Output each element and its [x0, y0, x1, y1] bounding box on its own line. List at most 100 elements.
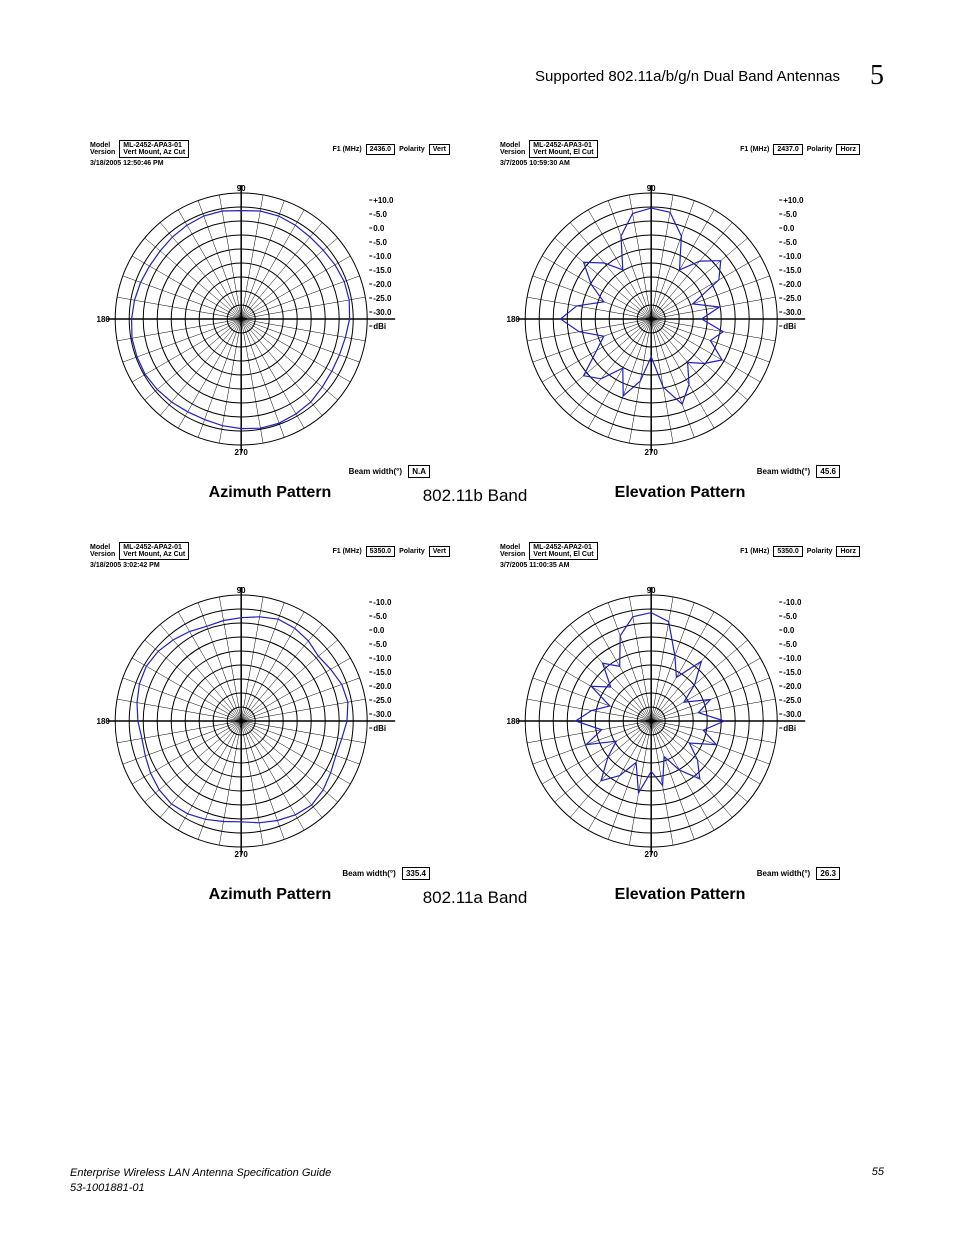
- beamwidth-label: Beam width(°): [342, 869, 395, 878]
- svg-text:270: 270: [235, 448, 249, 457]
- svg-text:0.0: 0.0: [783, 626, 795, 635]
- freq-value: 2436.0: [366, 144, 395, 155]
- svg-text:-20.0: -20.0: [783, 682, 802, 691]
- chart-elevation-11b: ModelVersion ML-2452-APA3-01 Vert Mount,…: [500, 140, 860, 502]
- svg-text:-10.0: -10.0: [373, 252, 392, 261]
- svg-text:dBi: dBi: [783, 322, 796, 331]
- svg-text:180: 180: [507, 717, 521, 726]
- polarity-label: Polarity: [807, 548, 833, 555]
- polarity-label: Polarity: [807, 146, 833, 153]
- svg-text:-5.0: -5.0: [373, 612, 387, 621]
- band-label-11a: 802.11a Band: [423, 888, 528, 908]
- polarity-value: Vert: [429, 144, 450, 155]
- svg-text:-30.0: -30.0: [373, 710, 392, 719]
- svg-text:180: 180: [507, 315, 521, 324]
- polarity-value: Vert: [429, 546, 450, 557]
- polarity-label: Polarity: [399, 146, 425, 153]
- beamwidth-value: 45.6: [816, 465, 840, 478]
- svg-text:dBi: dBi: [783, 724, 796, 733]
- polar-chart: +10.0 -5.0 0.0 -5.0 -10.0 -15.0 -20.0 -25.0 -30.…: [90, 169, 450, 469]
- polarity-label: Polarity: [399, 548, 425, 555]
- chart-azimuth-11b: ModelVersion ML-2452-APA3-01 Vert Mount,…: [90, 140, 450, 502]
- svg-text:270: 270: [645, 850, 659, 859]
- svg-text:-10.0: -10.0: [783, 654, 802, 663]
- charts-container: ModelVersion ML-2452-APA3-01 Vert Mount,…: [90, 140, 860, 944]
- beamwidth-value: 335.4: [402, 867, 430, 880]
- svg-text:-20.0: -20.0: [783, 280, 802, 289]
- svg-text:-10.0: -10.0: [373, 598, 392, 607]
- svg-text:-30.0: -30.0: [373, 308, 392, 317]
- model-label: ModelVersion: [90, 544, 115, 558]
- header-title: Supported 802.11a/b/g/n Dual Band Antenn…: [535, 68, 840, 85]
- svg-text:-5.0: -5.0: [783, 640, 797, 649]
- polar-chart: +10.0-5.00.0-5.0-10.0-15.0-20.0-25.0-30.…: [500, 169, 860, 469]
- model-value: ML-2452-APA2-01 Vert Mount, El Cut: [529, 542, 597, 560]
- svg-text:-25.0: -25.0: [373, 294, 392, 303]
- svg-text:+10.0: +10.0: [373, 196, 394, 205]
- svg-text:-5.0: -5.0: [783, 210, 797, 219]
- svg-text:90: 90: [647, 184, 656, 193]
- footer-doc-title: Enterprise Wireless LAN Antenna Specific…: [70, 1166, 331, 1180]
- svg-text:-5.0: -5.0: [373, 210, 387, 219]
- svg-text:-5.0: -5.0: [783, 612, 797, 621]
- svg-text:-30.0: -30.0: [783, 308, 802, 317]
- svg-text:-5.0: -5.0: [373, 238, 387, 247]
- band-label-11b: 802.11b Band: [423, 486, 528, 506]
- pattern-label: Azimuth Pattern: [90, 484, 450, 502]
- svg-text:-20.0: -20.0: [373, 682, 392, 691]
- page-footer: Enterprise Wireless LAN Antenna Specific…: [70, 1166, 884, 1195]
- svg-text:0.0: 0.0: [373, 224, 385, 233]
- svg-text:-25.0: -25.0: [783, 294, 802, 303]
- footer-doc-number: 53-1001881-01: [70, 1181, 331, 1195]
- meta-bar: ModelVersion ML-2452-APA3-01 Vert Mount,…: [90, 140, 450, 158]
- svg-text:0.0: 0.0: [373, 626, 385, 635]
- svg-text:-30.0: -30.0: [783, 710, 802, 719]
- model-value: ML-2452-APA3-01 Vert Mount, Az Cut: [119, 140, 189, 158]
- footer-page-number: 55: [872, 1166, 884, 1195]
- svg-text:-10.0: -10.0: [373, 654, 392, 663]
- beamwidth-label: Beam width(°): [757, 869, 810, 878]
- svg-text:-15.0: -15.0: [783, 266, 802, 275]
- chart-row-11a: ModelVersion ML-2452-APA2-01 Vert Mount,…: [90, 542, 860, 904]
- pattern-label: Azimuth Pattern: [90, 886, 450, 904]
- svg-text:-15.0: -15.0: [373, 266, 392, 275]
- svg-text:180: 180: [97, 315, 111, 324]
- svg-text:-20.0: -20.0: [373, 280, 392, 289]
- svg-text:-25.0: -25.0: [783, 696, 802, 705]
- chart-elevation-11a: ModelVersion ML-2452-APA2-01 Vert Mount,…: [500, 542, 860, 904]
- timestamp: 3/7/2005 10:59:30 AM: [500, 160, 860, 167]
- model-label: ModelVersion: [500, 544, 525, 558]
- freq-label: F1 (MHz): [332, 146, 361, 153]
- freq-value: 5350.0: [773, 546, 802, 557]
- footer-left: Enterprise Wireless LAN Antenna Specific…: [70, 1166, 331, 1195]
- meta-bar: ModelVersion ML-2452-APA2-01 Vert Mount,…: [90, 542, 450, 560]
- freq-value: 2437.0: [773, 144, 802, 155]
- freq-label: F1 (MHz): [740, 146, 769, 153]
- meta-bar: ModelVersion ML-2452-APA3-01 Vert Mount,…: [500, 140, 860, 158]
- chapter-number: 5: [870, 60, 884, 92]
- freq-label: F1 (MHz): [740, 548, 769, 555]
- polarity-value: Horz: [836, 144, 860, 155]
- beamwidth-value: 26.3: [816, 867, 840, 880]
- beamwidth-label: Beam width(°): [757, 467, 810, 476]
- model-value: ML-2452-APA2-01 Vert Mount, Az Cut: [119, 542, 189, 560]
- svg-text:90: 90: [237, 184, 246, 193]
- svg-text:-25.0: -25.0: [373, 696, 392, 705]
- svg-text:-10.0: -10.0: [783, 598, 802, 607]
- svg-text:-5.0: -5.0: [373, 640, 387, 649]
- polarity-value: Horz: [836, 546, 860, 557]
- freq-label: F1 (MHz): [332, 548, 361, 555]
- polar-chart: -10.0 -5.0 0.0 -5.0 -10.0 -15.0 -20.0 -25.0 -30.…: [500, 571, 860, 871]
- model-value: ML-2452-APA3-01 Vert Mount, El Cut: [529, 140, 597, 158]
- model-label: ModelVersion: [500, 142, 525, 156]
- svg-text:0.0: 0.0: [783, 224, 795, 233]
- beamwidth-label: Beam width(°): [349, 467, 402, 476]
- timestamp: 3/18/2005 3:02:42 PM: [90, 562, 450, 569]
- meta-bar: ModelVersion ML-2452-APA2-01 Vert Mount,…: [500, 542, 860, 560]
- svg-text:dBi: dBi: [373, 322, 386, 331]
- chart-azimuth-11a: ModelVersion ML-2452-APA2-01 Vert Mount,…: [90, 542, 450, 904]
- svg-text:-15.0: -15.0: [783, 668, 802, 677]
- svg-text:270: 270: [645, 448, 659, 457]
- freq-value: 5350.0: [366, 546, 395, 557]
- svg-text:-5.0: -5.0: [783, 238, 797, 247]
